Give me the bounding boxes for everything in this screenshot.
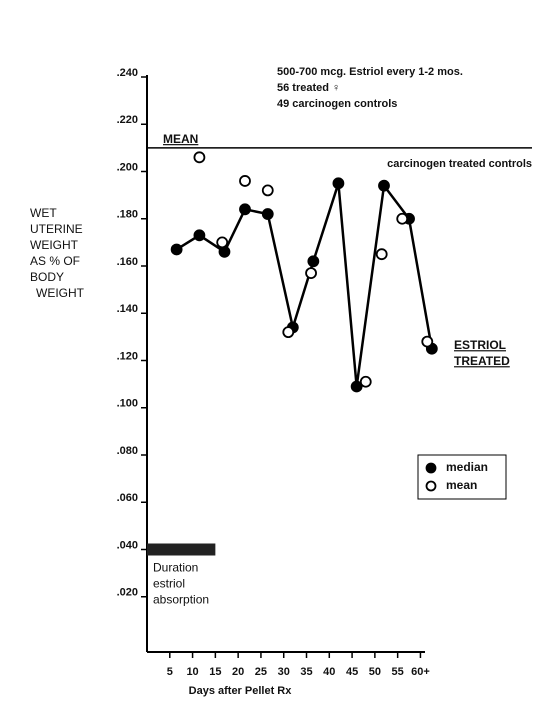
y-axis-label: AS % OF [30, 254, 80, 268]
y-axis-label: UTERINE [30, 222, 83, 236]
data-point [193, 229, 206, 242]
y-tick-label: .080 [117, 445, 138, 457]
data-point [239, 175, 251, 187]
data-point [282, 326, 295, 339]
y-tick-label: .020 [117, 587, 138, 599]
x-tick-label: 20 [232, 666, 244, 678]
y-axis-label: WEIGHT [30, 238, 79, 252]
absorption-label: Duration [153, 561, 198, 575]
legend-marker [425, 462, 437, 474]
x-tick-label: 55 [392, 666, 404, 678]
x-tick-label: 50 [369, 666, 381, 678]
absorption-label: absorption [153, 593, 209, 607]
absorption-label: estriol [153, 577, 185, 591]
x-tick-label: 45 [346, 666, 358, 678]
y-tick-label: .140 [117, 303, 138, 315]
data-point [359, 375, 372, 388]
header-line: 49 carcinogen controls [277, 98, 397, 110]
y-tick-label: .180 [117, 209, 138, 221]
y-tick-label: .060 [117, 492, 138, 504]
legend-marker [425, 480, 437, 492]
data-point [218, 245, 231, 258]
x-tick-label: 5 [167, 666, 173, 678]
y-axis-label: WEIGHT [36, 286, 85, 300]
y-tick-label: .160 [117, 256, 138, 268]
data-point [170, 243, 183, 256]
y-tick-label: .040 [117, 539, 138, 551]
data-point [261, 184, 274, 197]
y-tick-label: .220 [117, 114, 138, 126]
x-tick-label: 30 [278, 666, 290, 678]
y-tick-label: .240 [117, 67, 138, 79]
legend-label: median [446, 460, 488, 474]
reference-label: MEAN [163, 132, 198, 146]
series-line [175, 182, 434, 387]
absorption-bar [147, 543, 216, 556]
y-tick-label: .200 [117, 161, 138, 173]
y-axis-label: WET [30, 206, 57, 220]
data-point [375, 248, 388, 261]
data-point [305, 267, 317, 279]
y-tick-label: .120 [117, 350, 138, 362]
y-tick-label: .100 [117, 398, 138, 410]
x-tick-label: 35 [300, 666, 312, 678]
x-tick-label: 10 [186, 666, 198, 678]
data-point [307, 255, 320, 268]
y-axis-label: BODY [30, 270, 64, 284]
data-point [239, 203, 251, 216]
data-point [332, 177, 345, 190]
x-tick-label: 40 [323, 666, 335, 678]
x-tick-label: 15 [209, 666, 221, 678]
x-tick-label: 25 [255, 666, 267, 678]
series-label: TREATED [454, 354, 510, 368]
header-line: 56 treated ♀ [277, 82, 340, 94]
x-tick-label: 60+ [411, 666, 430, 678]
data-point [378, 179, 390, 192]
x-axis-label: Days after Pellet Rx [189, 685, 293, 697]
reference-note: carcinogen treated controls [387, 158, 532, 170]
data-point [261, 208, 274, 220]
series-label: ESTRIOL [454, 338, 506, 352]
header-line: 500-700 mcg. Estriol every 1-2 mos. [277, 66, 463, 78]
data-point [421, 335, 434, 348]
legend-box [417, 454, 507, 500]
legend-label: mean [446, 478, 477, 492]
data-point [396, 212, 409, 225]
data-point [350, 380, 363, 393]
data-point [193, 151, 206, 164]
data-point [216, 236, 229, 249]
